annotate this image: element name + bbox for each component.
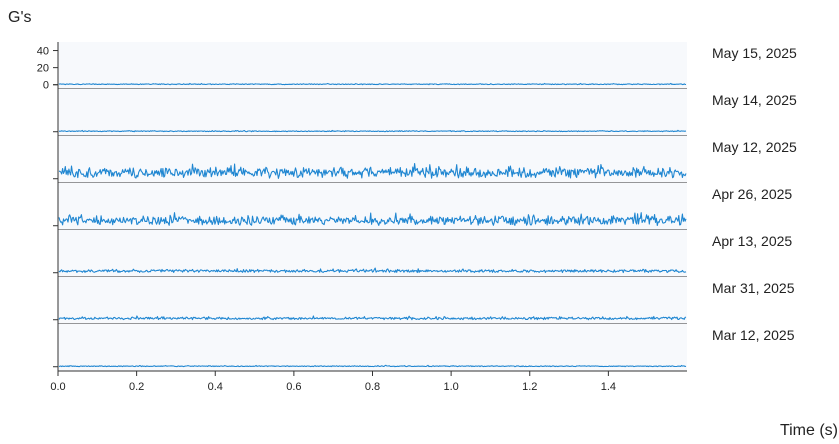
y-axis-title: G's xyxy=(8,9,32,26)
lane-6: Mar 12, 2025 xyxy=(53,324,795,372)
x-axis-title: Time (s) xyxy=(780,422,838,439)
x-tick-label: 0.8 xyxy=(365,381,380,393)
x-tick-label: 0.6 xyxy=(286,381,301,393)
x-tick-label: 0.0 xyxy=(50,381,65,393)
lane-3: Apr 26, 2025 xyxy=(53,183,792,231)
lane-background xyxy=(58,230,687,277)
lanes-group: 40 20 0 May 15, 2025 May 14, 2025 May 12, 202… xyxy=(37,42,797,372)
series-date-label: Mar 12, 2025 xyxy=(712,327,795,343)
lane-2: May 12, 2025 xyxy=(53,136,797,184)
x-tick-label: 0.4 xyxy=(208,381,223,393)
y-tick-label: 40 xyxy=(37,46,49,58)
lane-background xyxy=(58,136,687,183)
lane-background xyxy=(58,277,687,324)
lane-background xyxy=(58,324,687,371)
series-line xyxy=(58,267,687,274)
series-line xyxy=(58,364,687,368)
x-tick-label: 1.0 xyxy=(443,381,458,393)
series-date-label: Mar 31, 2025 xyxy=(712,280,795,296)
lane-5: Mar 31, 2025 xyxy=(53,277,795,325)
lane-0: 40 20 0 May 15, 2025 xyxy=(37,42,797,92)
x-tick-label: 0.2 xyxy=(129,381,144,393)
series-line xyxy=(58,82,687,86)
lane-1: May 14, 2025 xyxy=(53,89,797,137)
series-date-label: May 14, 2025 xyxy=(712,92,797,108)
lane-4: Apr 13, 2025 xyxy=(53,230,792,278)
series-date-label: Apr 13, 2025 xyxy=(712,233,792,249)
series-line xyxy=(58,315,687,321)
series-date-label: May 12, 2025 xyxy=(712,139,797,155)
series-date-label: May 15, 2025 xyxy=(712,45,797,61)
series-line xyxy=(58,162,687,179)
series-line xyxy=(58,129,687,133)
lane-background xyxy=(58,89,687,136)
series-date-label: Apr 26, 2025 xyxy=(712,186,792,202)
x-tick-label: 1.4 xyxy=(601,381,616,393)
y-tick-label: 0 xyxy=(43,80,49,92)
series-line xyxy=(58,212,687,227)
y-tick-label: 20 xyxy=(37,63,49,75)
x-axis: 0.0 0.2 0.4 0.6 0.8 1.0 1.2 1.4 xyxy=(50,370,687,393)
lane-background xyxy=(58,42,687,89)
x-tick-label: 1.2 xyxy=(522,381,537,393)
